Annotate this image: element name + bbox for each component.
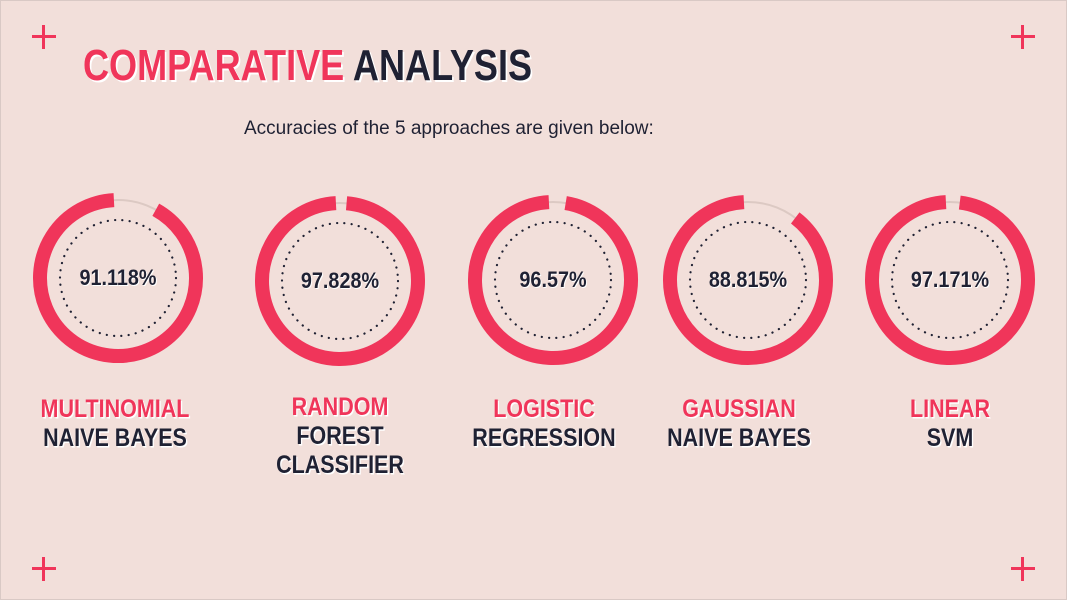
title-word-2: ANALYSIS bbox=[352, 41, 533, 90]
ring-progress-arc bbox=[468, 195, 638, 365]
label-line-1: LINEAR bbox=[909, 395, 991, 423]
plus-icon-bottom-right bbox=[1011, 557, 1035, 581]
ring-graphic bbox=[865, 195, 1035, 365]
ring-progress-arc bbox=[663, 195, 833, 365]
plus-icon-top-left bbox=[32, 25, 56, 49]
accuracy-ring-linear-svm: 97.171% bbox=[863, 193, 1037, 367]
plus-icon-top-right bbox=[1011, 25, 1035, 49]
ring-dotted-inner-circle bbox=[493, 220, 613, 340]
ring-dotted-inner-circle bbox=[58, 218, 178, 338]
ring-dotted-inner-circle bbox=[890, 220, 1010, 340]
accuracy-value: 97.828% bbox=[300, 268, 380, 293]
ring-dotted-inner-circle bbox=[280, 221, 400, 341]
approach-label-logistic-regression: LOGISTIC REGRESSION bbox=[458, 395, 630, 453]
accuracy-value: 88.815% bbox=[708, 267, 788, 292]
label-line-1: RANDOM bbox=[291, 393, 389, 421]
label-line-2: SVM bbox=[926, 424, 974, 452]
approach-label-random-forest: RANDOM FOREST CLASSIFIER bbox=[254, 393, 426, 480]
accuracy-value: 91.118% bbox=[79, 265, 157, 290]
ring-dotted-inner-circle bbox=[688, 220, 808, 340]
approach-label-linear-svm: LINEAR SVM bbox=[864, 395, 1036, 453]
ring-progress-arc bbox=[865, 195, 1035, 365]
label-line-2: FOREST bbox=[296, 422, 384, 450]
label-line-3: CLASSIFIER bbox=[276, 451, 404, 479]
plus-icon-bottom-left bbox=[32, 557, 56, 581]
label-line-2: REGRESSION bbox=[472, 424, 616, 452]
ring-progress-arc bbox=[33, 193, 203, 363]
approach-label-multinomial-nb: MULTINOMIAL NAIVE BAYES bbox=[29, 395, 201, 453]
label-line-1: MULTINOMIAL bbox=[40, 395, 190, 423]
accuracy-ring-multinomial-nb: 91.118% bbox=[31, 191, 205, 365]
subtitle: Accuracies of the 5 approaches are given… bbox=[244, 118, 654, 139]
ring-graphic bbox=[255, 196, 425, 366]
page-title: COMPARATIVE ANALYSIS bbox=[83, 41, 532, 91]
title-word-1: COMPARATIVE bbox=[83, 41, 345, 90]
ring-progress-arc bbox=[255, 196, 425, 366]
accuracy-ring-random-forest: 97.828% bbox=[253, 194, 427, 368]
ring-graphic bbox=[663, 195, 833, 365]
label-line-1: GAUSSIAN bbox=[682, 395, 796, 423]
label-line-2: NAIVE BAYES bbox=[667, 424, 811, 452]
approach-label-gaussian-nb: GAUSSIAN NAIVE BAYES bbox=[653, 395, 825, 453]
label-line-2: NAIVE BAYES bbox=[43, 424, 187, 452]
accuracy-value: 97.171% bbox=[910, 267, 990, 292]
ring-graphic bbox=[33, 193, 203, 363]
ring-graphic bbox=[468, 195, 638, 365]
label-line-1: LOGISTIC bbox=[493, 395, 595, 423]
accuracy-ring-logistic-regression: 96.57% bbox=[466, 193, 640, 367]
accuracy-ring-gaussian-nb: 88.815% bbox=[661, 193, 835, 367]
accuracy-value: 96.57% bbox=[519, 267, 587, 292]
